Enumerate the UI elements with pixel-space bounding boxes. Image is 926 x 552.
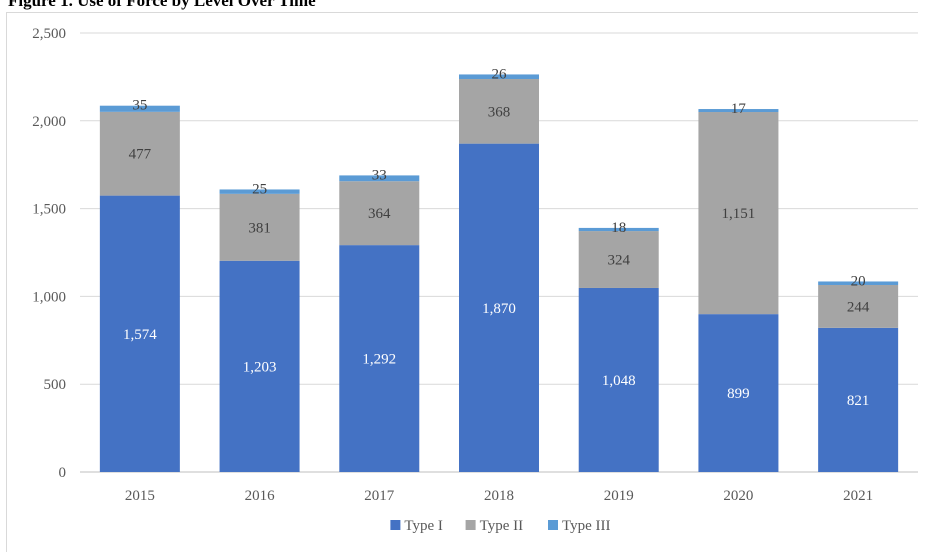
data-label: 364 (368, 206, 391, 222)
bar-segment-type-iii (459, 74, 539, 80)
chart-frame (6, 12, 918, 552)
x-tick-label: 2015 (125, 488, 155, 504)
bar-segment-type-ii (818, 284, 899, 328)
data-label: 1,292 (362, 352, 396, 368)
data-label: 26 (492, 66, 508, 82)
data-label: 899 (727, 386, 750, 402)
x-tick-label: 2018 (484, 488, 514, 504)
x-tick-label: 2021 (843, 488, 873, 504)
bar-segment-type-i (698, 314, 779, 472)
bar-segment-type-i (578, 287, 659, 472)
data-label: 244 (847, 299, 870, 315)
legend-label: Type III (562, 518, 611, 534)
bar-segment-type-iii (219, 189, 300, 194)
legend-swatch (390, 520, 401, 530)
data-label: 1,048 (602, 373, 636, 389)
data-label: 324 (607, 253, 630, 269)
legend-label: Type I (404, 518, 443, 534)
legend-swatch (548, 520, 558, 530)
data-label: 381 (248, 220, 271, 236)
x-tick-label: 2020 (723, 488, 753, 504)
data-label: 1,151 (722, 206, 756, 222)
data-label: 35 (132, 98, 147, 114)
bar-segment-type-iii (99, 105, 180, 112)
data-label: 17 (731, 101, 747, 117)
bar-segment-type-ii (459, 79, 539, 144)
bar-segment-type-ii (339, 181, 420, 246)
bar-segment-type-ii (578, 231, 659, 288)
y-tick-label: 500 (44, 377, 67, 393)
y-tick-label: 0 (59, 465, 67, 481)
bar-segment-type-ii (99, 111, 180, 196)
data-label: 1,574 (123, 327, 157, 343)
bar-segment-type-iii (578, 227, 659, 232)
bar-segment-type-iii (818, 281, 899, 285)
data-label: 18 (611, 220, 626, 236)
data-label: 1,203 (243, 359, 277, 375)
y-tick-label: 2,000 (32, 114, 66, 130)
data-label: 477 (129, 147, 152, 163)
figure-title: Figure 1. Use of Force by Level Over Tim… (8, 0, 316, 10)
bar-segment-type-ii (698, 112, 779, 315)
data-label: 368 (488, 104, 511, 120)
x-tick-label: 2017 (364, 488, 395, 504)
data-label: 20 (851, 273, 866, 289)
data-label: 1,870 (482, 301, 516, 317)
data-label: 821 (847, 393, 870, 409)
x-tick-label: 2016 (245, 488, 276, 504)
bar-segment-type-ii (219, 193, 300, 261)
bar-segment-type-i (99, 195, 180, 473)
x-tick-label: 2019 (604, 488, 634, 504)
bar-segment-type-iii (698, 109, 779, 113)
bar-segment-type-i (818, 327, 899, 472)
y-tick-label: 2,500 (32, 26, 66, 42)
y-tick-label: 1,000 (32, 289, 66, 305)
bar-segment-type-i (219, 260, 300, 472)
data-label: 33 (372, 167, 387, 183)
bar-segment-type-i (459, 143, 539, 473)
data-label: 25 (252, 181, 267, 197)
y-tick-label: 1,500 (32, 202, 66, 218)
bar-segment-type-iii (339, 175, 420, 182)
legend-label: Type II (480, 518, 524, 534)
legend-swatch (465, 520, 476, 530)
bar-segment-type-i (339, 245, 420, 472)
